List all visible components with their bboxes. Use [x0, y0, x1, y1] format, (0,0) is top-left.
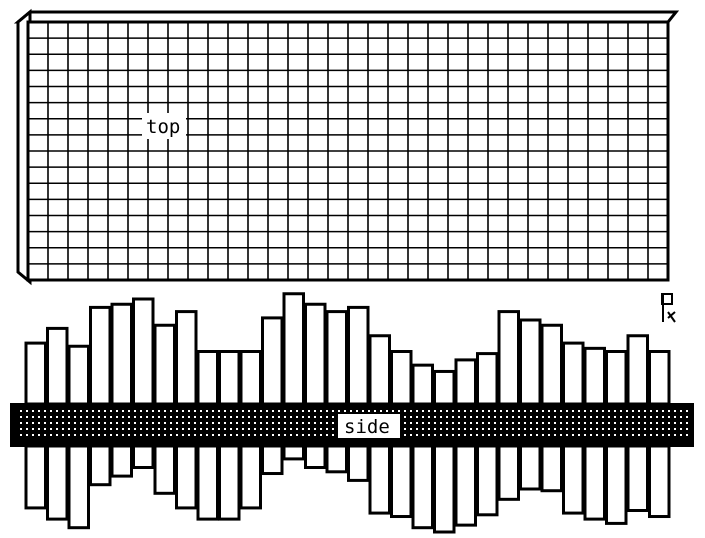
side-bar-upper	[433, 369, 456, 406]
pointer-hand-icon	[661, 293, 676, 323]
side-bar-lower	[239, 444, 262, 510]
side-bar-upper	[282, 292, 305, 406]
side-bar-lower	[519, 444, 542, 491]
side-bar-lower	[648, 444, 671, 519]
side-label: side	[344, 416, 390, 438]
side-bar-lower	[67, 444, 90, 530]
side-bar-lower	[282, 444, 305, 461]
side-bar-upper	[46, 326, 69, 406]
side-bar-lower	[497, 444, 520, 501]
side-view: side	[10, 292, 694, 534]
side-bar-upper	[261, 316, 284, 406]
side-bar-lower	[583, 444, 606, 521]
side-bar-upper	[454, 358, 477, 406]
side-bar-lower	[476, 444, 499, 517]
side-bar-lower	[540, 444, 563, 493]
side-bar-upper	[562, 341, 585, 406]
side-bar-lower	[175, 444, 198, 510]
top-view: top	[13, 8, 680, 286]
side-label-bg	[338, 414, 400, 438]
side-bar-lower	[454, 444, 477, 527]
side-bar-upper	[304, 302, 327, 406]
side-bar-lower	[626, 444, 649, 512]
side-bar-lower	[605, 444, 628, 525]
side-bar-lower	[46, 444, 69, 521]
side-bar-lower	[390, 444, 413, 519]
side-bar-lower	[110, 444, 133, 478]
side-bar-lower	[433, 444, 456, 534]
side-bar-upper	[110, 302, 133, 406]
side-bar-upper	[347, 305, 370, 406]
side-bar-upper	[519, 318, 542, 406]
bars-lower	[24, 444, 671, 534]
side-bar-upper	[132, 297, 155, 406]
side-bar-lower	[218, 444, 241, 521]
side-bar-upper	[497, 310, 520, 406]
side-bar-upper	[390, 350, 413, 406]
side-bar-lower	[347, 444, 370, 482]
side-bar-upper	[175, 310, 198, 406]
side-bar-upper	[218, 350, 241, 406]
side-bar-upper	[540, 323, 563, 406]
bars-upper	[24, 292, 671, 406]
side-bar-upper	[196, 350, 219, 406]
side-bar-upper	[605, 350, 628, 406]
side-bar-lower	[132, 444, 155, 469]
side-bar-lower	[411, 444, 434, 530]
side-bar-upper	[626, 334, 649, 406]
side-bar-lower	[562, 444, 585, 515]
side-bar-upper	[476, 352, 499, 406]
side-bar-lower	[24, 444, 47, 510]
side-bar-upper	[89, 305, 112, 406]
top-label: top	[146, 116, 180, 138]
side-bar-upper	[368, 334, 391, 406]
side-bar-upper	[648, 350, 671, 406]
side-bar-upper	[583, 346, 606, 406]
side-bar-lower	[325, 444, 348, 474]
side-bar-upper	[24, 341, 47, 406]
side-bar-lower	[196, 444, 219, 521]
top-label-bg	[142, 113, 186, 139]
side-bar-lower	[261, 444, 284, 476]
side-bar-upper	[67, 344, 90, 406]
side-bar-lower	[153, 444, 176, 495]
side-bar-lower	[89, 444, 112, 487]
side-bar-lower	[304, 444, 327, 469]
side-bar-upper	[153, 323, 176, 406]
side-bar-upper	[411, 363, 434, 406]
side-bar-upper	[325, 310, 348, 406]
side-bar-lower	[368, 444, 391, 515]
side-bar-upper	[239, 350, 262, 406]
top-grid	[28, 22, 668, 280]
